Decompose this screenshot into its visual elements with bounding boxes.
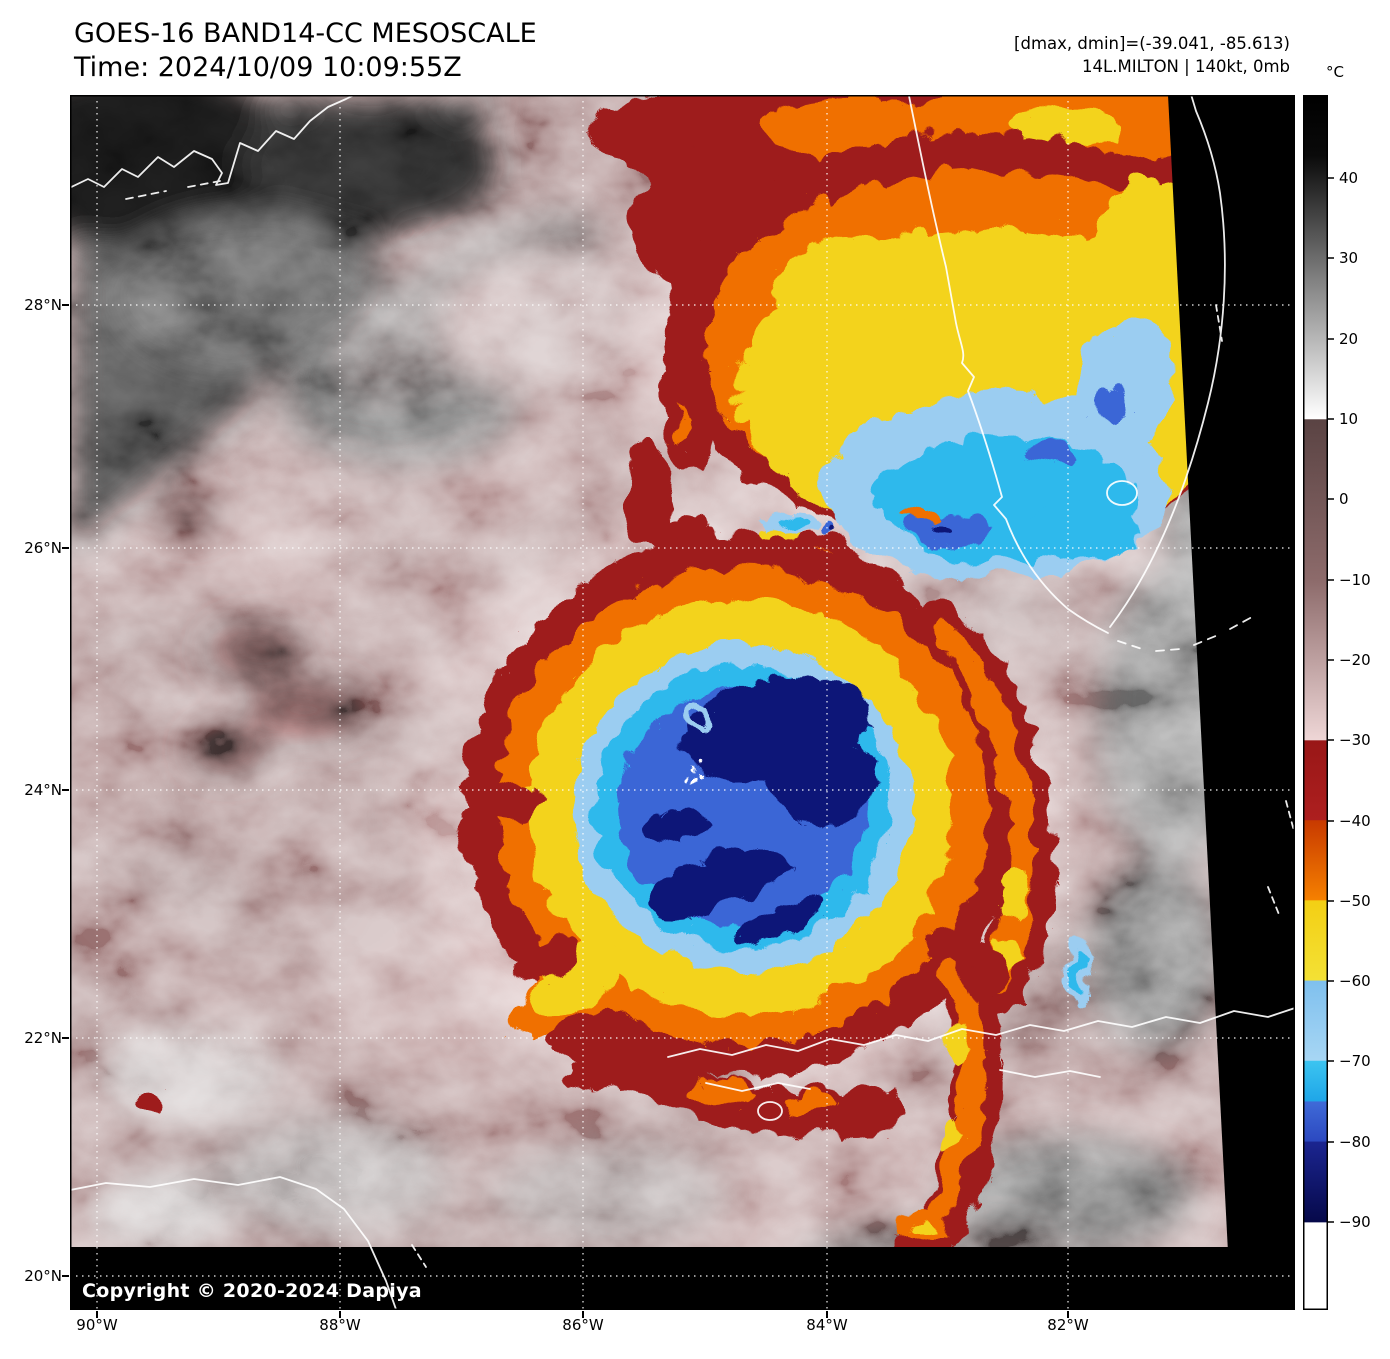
product-time: Time: 2024/10/09 10:09:55Z	[74, 52, 462, 83]
y-axis-tick	[62, 304, 69, 306]
florida-east-coast	[1109, 90, 1226, 628]
colorbar-tick-label: 10	[1339, 410, 1359, 428]
lat-label: 26°N	[24, 539, 62, 557]
gridlines	[70, 95, 1295, 1310]
lat-label: 22°N	[24, 1029, 62, 1047]
coastlines	[64, 90, 1299, 1316]
y-axis-tick	[62, 1037, 69, 1039]
satellite-image	[0, 52, 1325, 1316]
lon-label: 90°W	[76, 1316, 118, 1334]
barrier-islands	[125, 180, 221, 200]
lat-label: 24°N	[24, 781, 62, 799]
map-border	[70, 95, 1295, 1310]
colorbar-tick-label: −40	[1339, 812, 1371, 830]
colorbar-tick-label: 30	[1339, 249, 1359, 267]
lat-label: 20°N	[24, 1267, 62, 1285]
colorbar-tick-label: −20	[1339, 651, 1371, 669]
colorbar-gradient	[1303, 95, 1328, 1310]
x-axis-tick	[582, 1311, 584, 1318]
gulf-coast	[64, 90, 363, 191]
cape-canaveral	[1215, 304, 1223, 342]
florida-cold-cloud-region	[657, 125, 1293, 572]
colorbar-tick-label: 40	[1339, 169, 1359, 187]
map-area: Copyright © 2020-2024 Dapiya	[0, 52, 1325, 1316]
colorbar-tick-label: −10	[1339, 571, 1371, 589]
colorbar-tick-label: −80	[1339, 1133, 1371, 1151]
x-axis-tick	[96, 1311, 98, 1318]
product-title: GOES-16 BAND14-CC MESOSCALE	[74, 18, 537, 49]
colorbar-svg	[1303, 95, 1334, 1310]
dmax-dmin-label: [dmax, dmin]=(-39.041, -85.613)	[1014, 34, 1290, 53]
isla-juventud	[757, 1101, 783, 1121]
hurricane-eye	[675, 692, 708, 775]
colorbar-tick-label: −70	[1339, 1052, 1371, 1070]
y-axis-tick	[62, 547, 69, 549]
lon-label: 86°W	[562, 1316, 604, 1334]
annotation-block: [dmax, dmin]=(-39.041, -85.613) 14L.MILT…	[1014, 32, 1290, 78]
hurricane-coldest-tops	[637, 666, 871, 939]
cuba-inner-coast	[705, 1069, 1101, 1092]
lon-label: 84°W	[806, 1316, 848, 1334]
colorbar-tick-label: 0	[1339, 490, 1349, 508]
hurricane-core	[457, 530, 1013, 1070]
convective-bands	[130, 591, 1083, 1270]
lon-label: 88°W	[319, 1316, 361, 1334]
colorbar	[1303, 95, 1339, 1310]
bahamas	[1267, 800, 1295, 918]
x-axis-tick	[826, 1311, 828, 1318]
colorbar-unit-label: °C	[1326, 63, 1344, 81]
yucatan-coast	[64, 1176, 399, 1316]
storm-info-label: 14L.MILTON | 140kt, 0mb	[1082, 57, 1290, 76]
lat-label: 28°N	[24, 296, 62, 314]
colorbar-ticks	[1328, 177, 1334, 1223]
florida-west-coast	[907, 90, 1109, 634]
colorbar-tick-label: −60	[1339, 972, 1371, 990]
y-axis-tick	[62, 789, 69, 791]
cuba-north-coast	[667, 1006, 1299, 1058]
x-axis-tick	[339, 1311, 341, 1318]
y-axis-tick	[62, 1275, 69, 1277]
copyright: Copyright © 2020-2024 Dapiya	[82, 1280, 422, 1302]
space-mask	[70, 95, 1295, 1310]
cozumel	[411, 1244, 427, 1268]
colorbar-tick-label: −50	[1339, 892, 1371, 910]
x-axis-tick	[1067, 1311, 1069, 1318]
colorbar-tick-label: 20	[1339, 330, 1359, 348]
colorbar-tick-label: −30	[1339, 731, 1371, 749]
colorbar-tick-label: −90	[1339, 1213, 1371, 1231]
lon-label: 82°W	[1047, 1316, 1089, 1334]
lake-okeechobee	[1106, 480, 1138, 506]
